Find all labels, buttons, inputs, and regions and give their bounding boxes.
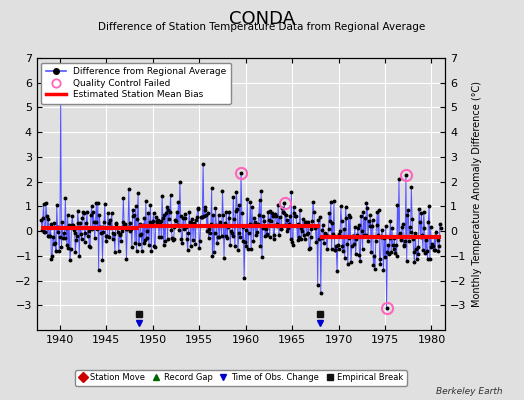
Text: Berkeley Earth: Berkeley Earth (436, 387, 503, 396)
Text: Difference of Station Temperature Data from Regional Average: Difference of Station Temperature Data f… (99, 22, 425, 32)
Text: CONDA: CONDA (229, 10, 295, 28)
Legend: Station Move, Record Gap, Time of Obs. Change, Empirical Break: Station Move, Record Gap, Time of Obs. C… (75, 370, 407, 386)
Y-axis label: Monthly Temperature Anomaly Difference (°C): Monthly Temperature Anomaly Difference (… (472, 81, 482, 307)
